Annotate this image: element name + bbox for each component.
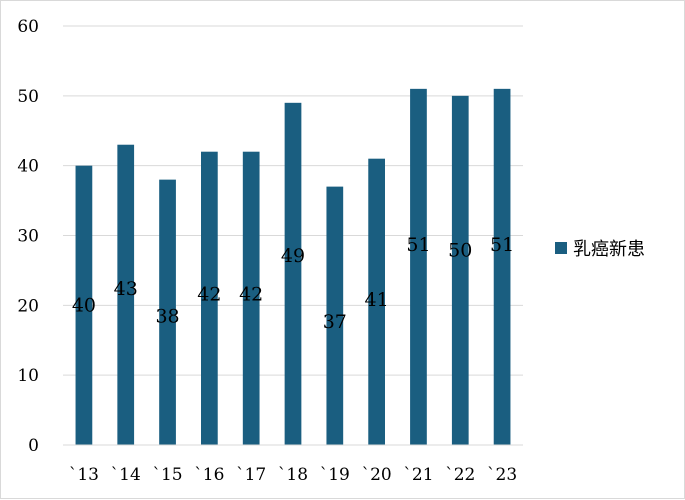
- data-label: 41: [365, 289, 389, 311]
- bar: [75, 165, 93, 445]
- data-label: 50: [448, 239, 472, 261]
- x-tick-label: `23: [487, 465, 517, 485]
- bar: [368, 158, 385, 445]
- bar: [201, 151, 218, 445]
- bar: [242, 151, 260, 445]
- bar: [326, 186, 344, 445]
- bar: [451, 95, 469, 445]
- bar: [159, 179, 176, 445]
- legend: 乳癌新患: [555, 239, 645, 260]
- x-tick-label: `21: [403, 465, 433, 485]
- bar: [284, 102, 302, 446]
- y-tick-label: 10: [17, 366, 39, 386]
- legend-label: 乳癌新患: [573, 239, 645, 260]
- x-tick-label: `18: [278, 465, 308, 485]
- data-label: 42: [239, 283, 263, 305]
- y-tick-label: 40: [17, 157, 39, 177]
- y-tick-label: 50: [17, 87, 39, 107]
- data-label: 37: [323, 311, 347, 333]
- legend-swatch: [555, 242, 567, 254]
- y-tick-label: 0: [28, 436, 39, 456]
- data-label: 42: [197, 283, 221, 305]
- x-tick-label: `16: [194, 465, 224, 485]
- data-label: 51: [490, 234, 514, 256]
- y-tick-label: 20: [17, 296, 39, 316]
- data-label: 51: [406, 234, 430, 256]
- data-label: 40: [72, 294, 96, 316]
- bar: [117, 144, 135, 445]
- data-label: 38: [155, 305, 179, 327]
- x-tick-label: `14: [111, 465, 141, 485]
- x-tick-label: `20: [362, 465, 392, 485]
- y-tick-label: 60: [17, 17, 39, 37]
- bar: [410, 88, 427, 445]
- bar: [493, 88, 511, 445]
- x-tick-label: `15: [152, 465, 182, 485]
- x-tick-label: `22: [445, 465, 475, 485]
- bars: [75, 88, 511, 446]
- y-axis-tick-labels: 0 10 20 30 40 50 60: [17, 17, 39, 456]
- x-axis-tick-labels: `13 `14 `15 `16 `17 `18 `19 `20 `21 `22 `23: [69, 465, 517, 485]
- x-tick-label: `13: [69, 465, 99, 485]
- data-label: 49: [281, 245, 305, 267]
- data-label: 43: [114, 278, 138, 300]
- y-tick-label: 30: [17, 227, 39, 247]
- data-labels: 40 43 38 42 42 49 37 41 51 50 51: [72, 234, 514, 333]
- x-tick-label: `19: [320, 465, 350, 485]
- x-tick-label: `17: [236, 465, 266, 485]
